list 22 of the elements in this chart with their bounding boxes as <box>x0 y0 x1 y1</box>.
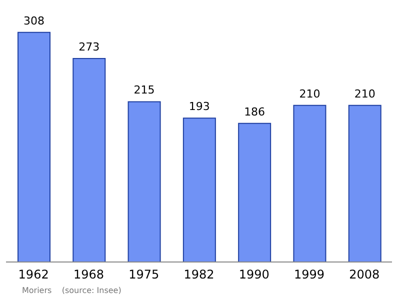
data-label: 186 <box>244 105 266 118</box>
data-label: 210 <box>299 87 320 100</box>
x-tick-label: 1975 <box>128 268 160 282</box>
bar <box>348 104 382 262</box>
bar <box>293 104 326 262</box>
x-tick-label: 1990 <box>238 268 270 282</box>
data-label: 308 <box>24 14 44 28</box>
data-label: 273 <box>78 40 100 54</box>
data-label: 193 <box>188 100 210 114</box>
x-tick-label: 1962 <box>18 268 49 282</box>
x-tick-label: 1968 <box>73 268 104 282</box>
bar <box>128 101 161 262</box>
x-tick-label: 1982 <box>184 268 214 282</box>
bar <box>18 32 50 262</box>
x-tick-label: 1999 <box>294 268 325 282</box>
data-label: 215 <box>134 84 155 97</box>
bar <box>182 118 216 262</box>
x-tick-label: 2008 <box>349 268 380 282</box>
bar <box>238 122 272 262</box>
text: Moriers (source: Insee) <box>22 286 122 295</box>
bar <box>72 58 106 262</box>
data-label: 210 <box>354 87 376 100</box>
